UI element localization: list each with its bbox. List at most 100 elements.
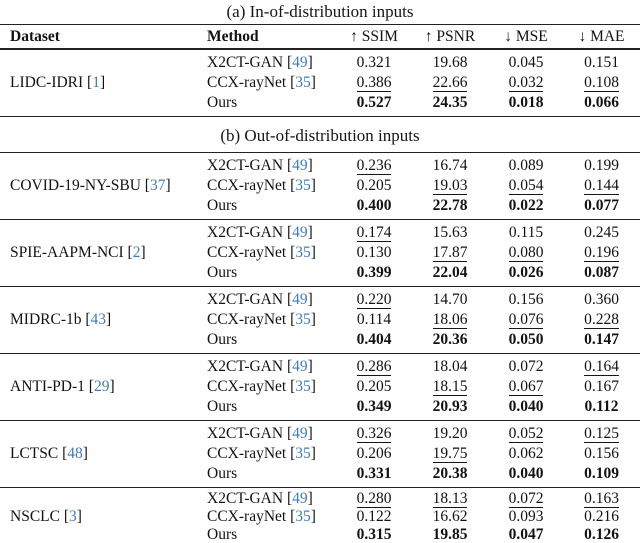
citation-link[interactable]: 35 bbox=[295, 177, 311, 194]
metric-value-cell: 0.164 bbox=[563, 357, 640, 377]
metric-value: 0.072 bbox=[508, 358, 544, 375]
method-name: CCX-rayNet [35] bbox=[207, 311, 316, 328]
column-header-dataset: Dataset bbox=[10, 27, 60, 45]
metric-value: 0.386 bbox=[356, 74, 392, 92]
metric-value: 19.85 bbox=[432, 526, 468, 543]
metric-value: 0.147 bbox=[584, 331, 619, 348]
metric-value: 0.047 bbox=[508, 526, 544, 543]
metric-value: 0.022 bbox=[508, 197, 544, 214]
metric-value: 0.196 bbox=[584, 244, 619, 262]
citation-link[interactable]: 35 bbox=[295, 311, 311, 328]
citation-link[interactable]: 2 bbox=[132, 244, 141, 261]
citation-link[interactable]: 35 bbox=[295, 74, 311, 91]
metric-value-cell: 0.205 bbox=[337, 176, 411, 196]
dataset-name: SPIE-AAPM-NCI [2] bbox=[10, 244, 146, 261]
metric-value-cell: 20.36 bbox=[411, 330, 489, 350]
citation-link[interactable]: 49 bbox=[292, 425, 308, 442]
citation-link[interactable]: 49 bbox=[292, 291, 308, 308]
metric-value: 0.018 bbox=[508, 94, 544, 111]
metric-value-cell: 0.331 bbox=[337, 464, 411, 484]
citation-link[interactable]: 49 bbox=[292, 224, 308, 241]
metric-value: 0.286 bbox=[356, 358, 392, 376]
citation-link[interactable]: 35 bbox=[295, 244, 311, 261]
metric-value: 0.360 bbox=[584, 291, 619, 308]
column-header-mae: ↓ MAE bbox=[578, 27, 625, 45]
section-b-groups: COVID-19-NY-SBU [37] X2CT-GAN [49] 0.236 16… bbox=[0, 153, 640, 543]
citation-link[interactable]: 49 bbox=[292, 157, 308, 174]
metric-value-cell: 20.93 bbox=[411, 397, 489, 417]
metric-value-cell: 0.216 bbox=[563, 508, 640, 526]
citation-link[interactable]: 29 bbox=[93, 378, 110, 395]
metric-value: 18.06 bbox=[432, 311, 468, 329]
citation-link[interactable]: 35 bbox=[295, 508, 311, 525]
metric-value-cell: 0.089 bbox=[489, 156, 563, 176]
metric-value-cell: 0.228 bbox=[563, 310, 640, 330]
metric-value: 0.040 bbox=[508, 398, 544, 415]
metric-value-cell: 19.68 bbox=[411, 53, 489, 73]
dataset-name: NSCLC [3] bbox=[10, 508, 82, 525]
citation-link[interactable]: 35 bbox=[295, 378, 311, 395]
section-a-title: (a) In-of-distribution inputs bbox=[0, 0, 640, 25]
method-name: X2CT-GAN [49] bbox=[207, 425, 313, 442]
metric-value-cell: 0.080 bbox=[489, 243, 563, 263]
metric-value-cell: 22.04 bbox=[411, 263, 489, 283]
metric-value-cell: 0.076 bbox=[489, 310, 563, 330]
metric-value: 0.228 bbox=[584, 311, 619, 329]
metric-value-cell: 0.286 bbox=[337, 357, 411, 377]
citation-link[interactable]: 3 bbox=[69, 508, 77, 525]
metric-value: 0.220 bbox=[356, 291, 392, 309]
metric-value-cell: 0.050 bbox=[489, 330, 563, 350]
metric-value-cell: 0.399 bbox=[337, 263, 411, 283]
metric-value: 0.108 bbox=[584, 74, 619, 92]
metric-value: 0.093 bbox=[508, 508, 544, 525]
metric-value: 0.156 bbox=[508, 291, 544, 308]
method-name: Ours bbox=[207, 197, 238, 214]
citation-link[interactable]: 49 bbox=[292, 490, 308, 507]
metric-value: 0.087 bbox=[584, 264, 619, 281]
citation-link[interactable]: 48 bbox=[67, 445, 83, 462]
method-name: Ours bbox=[207, 526, 238, 543]
citation-link[interactable]: 49 bbox=[292, 54, 308, 71]
metric-value-cell: 0.220 bbox=[337, 290, 411, 310]
method-name: CCX-rayNet [35] bbox=[207, 74, 316, 91]
metric-value: 22.66 bbox=[432, 74, 468, 92]
metric-value: 0.076 bbox=[508, 311, 544, 329]
citation-link[interactable]: 43 bbox=[90, 311, 107, 328]
metric-value-cell: 0.280 bbox=[337, 490, 411, 508]
metric-value-cell: 0.040 bbox=[489, 464, 563, 484]
metric-value: 0.349 bbox=[356, 398, 392, 415]
metric-value: 0.072 bbox=[508, 490, 544, 508]
citation-link[interactable]: 37 bbox=[149, 177, 166, 194]
metric-value: 0.130 bbox=[356, 244, 392, 261]
column-header-method: Method bbox=[207, 27, 259, 45]
metric-value-cell: 24.35 bbox=[411, 93, 489, 113]
metric-value: 19.68 bbox=[432, 54, 468, 71]
metric-value-cell: 16.74 bbox=[411, 156, 489, 176]
metric-value: 0.236 bbox=[356, 157, 392, 175]
citation-link[interactable]: 49 bbox=[292, 358, 308, 375]
citation-link[interactable]: 35 bbox=[295, 445, 311, 462]
metric-value-cell: 0.054 bbox=[489, 176, 563, 196]
metric-value-cell: 0.199 bbox=[563, 156, 640, 176]
metric-value-cell: 0.045 bbox=[489, 53, 563, 73]
section-a-groups: LIDC-IDRI [1] X2CT-GAN [49] 0.321 19.68 0.04… bbox=[0, 50, 640, 117]
method-name: Ours bbox=[207, 465, 238, 482]
method-name: Ours bbox=[207, 398, 238, 415]
metric-value: 0.089 bbox=[508, 157, 544, 174]
metric-value-cell: 18.04 bbox=[411, 357, 489, 377]
column-header-mse: ↓ MSE bbox=[504, 27, 548, 45]
metric-value-cell: 0.349 bbox=[337, 397, 411, 417]
dataset-name: COVID-19-NY-SBU [37] bbox=[10, 177, 171, 194]
metric-value-cell: 0.066 bbox=[563, 93, 640, 113]
metric-value-cell: 0.174 bbox=[337, 223, 411, 243]
metric-value-cell: 0.245 bbox=[563, 223, 640, 243]
metric-value-cell: 0.047 bbox=[489, 526, 563, 543]
metric-value-cell: 18.15 bbox=[411, 377, 489, 397]
metric-value: 0.206 bbox=[356, 445, 392, 462]
method-name: CCX-rayNet [35] bbox=[207, 378, 316, 395]
dataset-name: LIDC-IDRI [1] bbox=[10, 74, 106, 91]
metric-value: 0.066 bbox=[584, 94, 619, 111]
method-name: Ours bbox=[207, 94, 238, 111]
citation-link[interactable]: 1 bbox=[92, 74, 100, 91]
dataset-name: MIDRC-1b [43] bbox=[10, 311, 112, 328]
